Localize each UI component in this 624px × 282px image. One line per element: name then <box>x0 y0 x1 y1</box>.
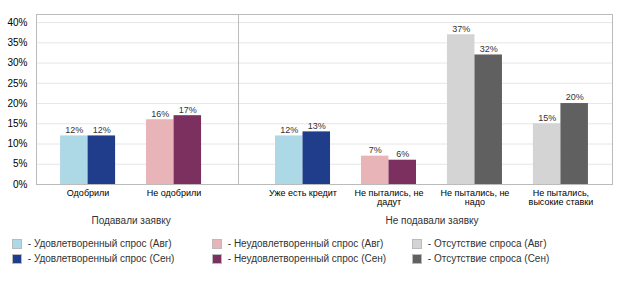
svg-text:Уже есть кредит: Уже есть кредит <box>269 188 337 198</box>
svg-text:0%: 0% <box>13 179 28 190</box>
svg-text:7%: 7% <box>369 145 382 155</box>
svg-text:10%: 10% <box>7 138 27 149</box>
svg-text:Не пытались, ненадо: Не пытались, ненадо <box>441 188 510 208</box>
svg-text:15%: 15% <box>538 113 556 123</box>
svg-text:12%: 12% <box>93 125 111 135</box>
svg-text:12%: 12% <box>280 125 298 135</box>
svg-text:40%: 40% <box>7 17 27 28</box>
svg-text:32%: 32% <box>480 44 498 54</box>
svg-text:12%: 12% <box>65 125 83 135</box>
html-text:- Отсутствие спроса (Авг): - Отсутствие спроса (Авг) <box>425 238 547 249</box>
svg-text:Не одобрили: Не одобрили <box>147 188 202 198</box>
svg-text:25%: 25% <box>7 78 27 89</box>
svg-text:17%: 17% <box>179 105 197 115</box>
svg-text:35%: 35% <box>7 37 27 48</box>
svg-text:Одобрили: Одобрили <box>67 188 110 198</box>
html-text:- Неудовлетворенный спрос (Сен: - Неудовлетворенный спрос (Сен) <box>225 253 387 264</box>
svg-text:Не пытались,высокие ставки: Не пытались,высокие ставки <box>529 188 594 208</box>
html-text:- Удовлетворенный спрос (Авг): - Удовлетворенный спрос (Авг) <box>25 238 172 249</box>
html-text:- Удовлетворенный спрос (Сен): - Удовлетворенный спрос (Сен) <box>25 253 175 264</box>
svg-text:30%: 30% <box>7 57 27 68</box>
svg-text:20%: 20% <box>7 98 27 109</box>
svg-text:Не подавали заявку: Не подавали заявку <box>385 215 478 226</box>
html-text:- Отсутствие спроса (Сен): - Отсутствие спроса (Сен) <box>425 253 550 264</box>
svg-text:Подавали заявку: Подавали заявку <box>91 215 170 226</box>
html-text:- Неудовлетворенный спрос (Авг: - Неудовлетворенный спрос (Авг) <box>225 238 384 249</box>
svg-text:6%: 6% <box>396 149 409 159</box>
svg-text:15%: 15% <box>7 118 27 129</box>
svg-text:5%: 5% <box>13 158 28 169</box>
svg-text:37%: 37% <box>452 24 470 34</box>
svg-text:Не пытались, недадут: Не пытались, недадут <box>355 188 424 208</box>
svg-text:13%: 13% <box>308 121 326 131</box>
svg-text:20%: 20% <box>566 92 584 102</box>
svg-text:16%: 16% <box>151 109 169 119</box>
